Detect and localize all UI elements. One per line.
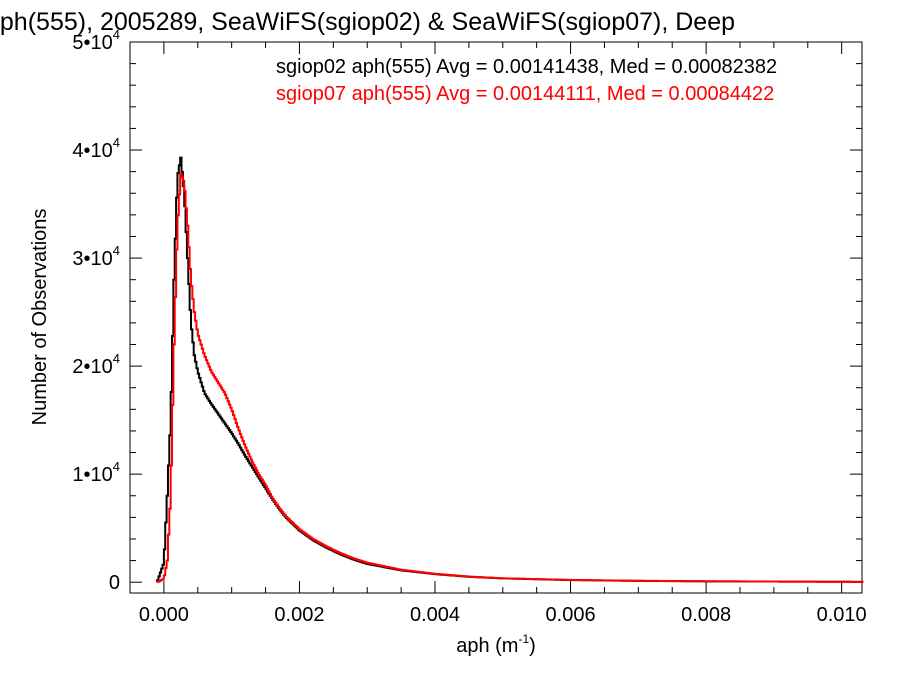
y-tick-label: 2•104 [72,351,120,378]
y-tick-label-base: 5•10 [72,32,112,54]
y-tick-label: 3•104 [72,243,120,270]
y-tick-label-exponent: 4 [113,27,120,42]
y-tick-label-base: 2•10 [72,356,112,378]
y-tick-label-base: 0 [109,572,120,594]
x-tick-label: 0.004 [410,604,460,626]
y-tick-label-exponent: 4 [113,135,120,150]
x-axis-label-tail: ) [529,635,536,657]
y-tick-label-base: 3•10 [72,248,112,270]
annotation-sgiop07: sgiop07 aph(555) Avg = 0.00144111, Med =… [276,83,774,105]
y-tick-label-exponent: 4 [113,351,120,366]
x-axis-label: aph (m-1) [456,632,536,657]
x-axis-ticks: 0.000 0.002 0.004 0.006 0.008 0.010 [129,42,867,626]
x-axis-label-exponent: -1 [518,632,529,646]
x-axis-label-text: aph (m [456,635,518,657]
y-tick-label-base: 4•10 [72,140,112,162]
x-tick-label: 0.002 [274,604,324,626]
x-tick-label: 0.000 [139,604,189,626]
y-tick-label-exponent: 4 [113,243,120,258]
y-tick-label: 1•104 [72,459,120,486]
y-axis-label: Number of Observations [29,209,51,426]
annotation-sgiop02: sgiop02 aph(555) Avg = 0.00141438, Med =… [276,56,777,78]
series-line-0 [156,156,864,583]
y-tick-label-exponent: 4 [113,459,120,474]
y-tick-label-base: 1•10 [72,464,112,486]
x-tick-label: 0.006 [546,604,596,626]
plot-frame [129,41,863,594]
x-tick-label: 0.010 [817,604,867,626]
chart-title: aph(555), 2005289, SeaWiFS(sgiop02) & Se… [0,8,735,36]
series-line-1 [156,172,864,583]
y-tick-label: 4•104 [72,135,120,162]
y-tick-label: 5•104 [72,27,120,54]
y-tick-label: 0 [109,572,120,594]
x-tick-label: 0.008 [681,604,731,626]
series-layer [156,156,864,583]
